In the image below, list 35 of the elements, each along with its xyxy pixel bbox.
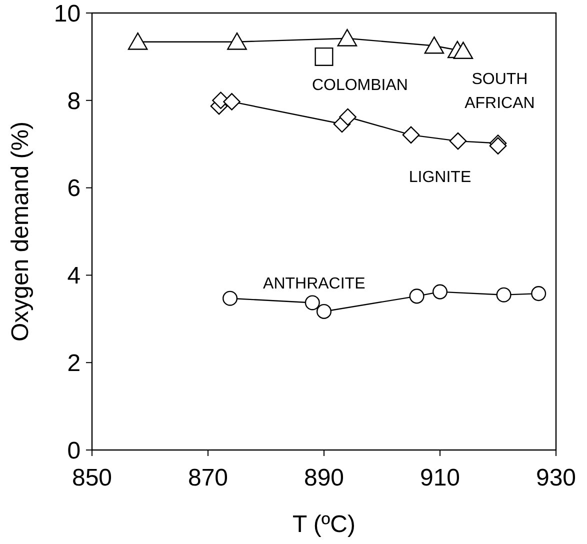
y-tick-label: 2 bbox=[67, 350, 81, 377]
point bbox=[128, 32, 148, 50]
y-axis-title: Oxygen demand (%) bbox=[7, 121, 34, 342]
point bbox=[449, 132, 467, 150]
point bbox=[489, 137, 507, 155]
point bbox=[432, 284, 448, 300]
point bbox=[531, 286, 546, 302]
point bbox=[339, 108, 356, 126]
point bbox=[314, 47, 334, 66]
y-tick-label: 6 bbox=[67, 175, 81, 202]
x-tick-label: 930 bbox=[536, 464, 576, 492]
point bbox=[304, 295, 320, 310]
point bbox=[222, 290, 238, 306]
point bbox=[402, 126, 420, 144]
y-tick-label: 10 bbox=[54, 0, 81, 28]
y-tick-label: 8 bbox=[67, 88, 81, 115]
point bbox=[316, 304, 332, 319]
x-axis-title: T (ºC) bbox=[292, 511, 356, 538]
y-tick-label: 0 bbox=[67, 437, 81, 464]
point bbox=[223, 93, 240, 110]
series-label: COLOMBIAN bbox=[312, 76, 408, 94]
series-label: LIGNITE bbox=[408, 169, 472, 186]
x-tick-label: 850 bbox=[72, 464, 112, 492]
point bbox=[453, 42, 474, 59]
point bbox=[496, 287, 512, 302]
x-tick-label: 890 bbox=[304, 464, 344, 492]
point bbox=[424, 36, 444, 54]
point bbox=[337, 29, 358, 46]
x-tick-label: 910 bbox=[420, 464, 460, 492]
point bbox=[227, 32, 247, 50]
x-tick-label: 870 bbox=[188, 464, 228, 492]
y-tick-label: 4 bbox=[67, 262, 81, 290]
point bbox=[409, 288, 424, 304]
series-label: ANTHRACITE bbox=[263, 275, 366, 292]
series-label: SOUTH AFRICAN bbox=[464, 70, 535, 112]
